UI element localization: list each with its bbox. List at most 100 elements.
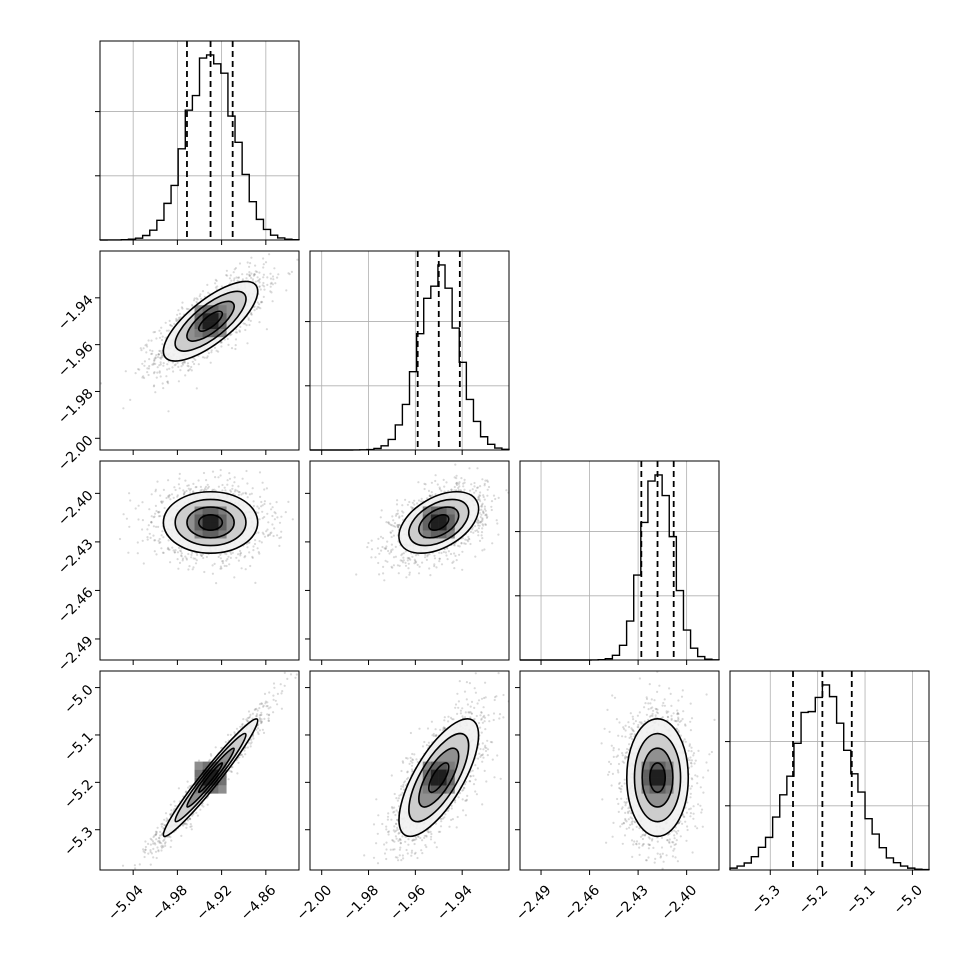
- scatter-point: [190, 365, 193, 369]
- scatter-point: [161, 530, 164, 533]
- scatter-point: [269, 272, 272, 275]
- scatter-point: [229, 551, 232, 554]
- scatter-point: [195, 485, 198, 489]
- scatter-point: [187, 308, 190, 311]
- scatter-point: [225, 564, 228, 568]
- scatter-point: [161, 343, 164, 346]
- scatter-point: [423, 487, 426, 491]
- scatter-point: [161, 500, 165, 503]
- scatter-point: [247, 318, 250, 321]
- scatter-point: [206, 283, 209, 286]
- scatter-point: [181, 363, 185, 366]
- scatter-point: [384, 547, 387, 551]
- scatter-point: [382, 572, 385, 575]
- scatter-point: [172, 370, 175, 373]
- scatter-point: [257, 511, 260, 514]
- scatter-point: [478, 494, 481, 497]
- scatter-point: [192, 490, 195, 493]
- scatter-point: [136, 552, 139, 555]
- scatter-point: [193, 357, 196, 360]
- density-block: [202, 305, 211, 314]
- panel-frame-2-1: [309, 460, 510, 661]
- scatter-point: [486, 479, 489, 482]
- scatter-point: [142, 562, 145, 565]
- scatter-point: [402, 556, 405, 559]
- scatter-point: [153, 359, 156, 362]
- hist-frame-3: [729, 670, 930, 871]
- scatter-point: [169, 323, 172, 327]
- scatter-point: [203, 489, 206, 492]
- scatter-point: [145, 343, 148, 346]
- scatter-point: [472, 531, 475, 534]
- scatter-point: [175, 320, 178, 323]
- scatter-point: [391, 548, 394, 551]
- scatter-point: [184, 479, 187, 482]
- scatter-point: [146, 345, 149, 348]
- scatter-point: [245, 492, 248, 495]
- scatter-point: [238, 262, 242, 265]
- scatter-point: [187, 552, 190, 556]
- scatter-point: [484, 523, 487, 526]
- scatter-point: [477, 519, 480, 523]
- scatter-point: [394, 525, 397, 528]
- scatter-point: [180, 554, 183, 557]
- scatter-point: [479, 494, 482, 497]
- scatter-point: [269, 277, 273, 280]
- scatter-point: [176, 318, 180, 322]
- scatter-point: [176, 495, 179, 498]
- scatter-point: [484, 479, 487, 482]
- scatter-point: [188, 489, 192, 492]
- scatter-point: [167, 495, 170, 498]
- scatter-point: [200, 297, 203, 300]
- scatter-point: [234, 267, 237, 270]
- scatter-point: [226, 337, 229, 341]
- scatter-point: [270, 531, 273, 534]
- scatter-point: [158, 356, 162, 359]
- scatter-point: [423, 482, 426, 485]
- scatter-point: [223, 552, 226, 555]
- scatter-point: [415, 560, 418, 564]
- scatter-point: [270, 291, 273, 294]
- scatter-point: [199, 489, 202, 492]
- scatter-point: [263, 515, 266, 519]
- density-block: [202, 329, 211, 338]
- scatter-point: [490, 508, 493, 512]
- scatter-point: [467, 535, 470, 539]
- scatter-point: [157, 511, 160, 514]
- scatter-point: [478, 539, 482, 543]
- scatter-point: [157, 515, 161, 518]
- scatter-point: [241, 273, 244, 276]
- scatter-point: [258, 540, 261, 543]
- scatter-point: [279, 536, 283, 539]
- scatter-point: [413, 562, 416, 565]
- scatter-point: [429, 574, 432, 577]
- scatter-point: [152, 363, 155, 366]
- scatter-point: [384, 559, 387, 562]
- scatter-point: [263, 288, 266, 291]
- scatter-point: [390, 535, 393, 539]
- scatter-point: [211, 572, 214, 575]
- scatter-point: [401, 504, 404, 507]
- scatter-point: [491, 542, 494, 545]
- scatter-point: [398, 515, 401, 518]
- hist-frame-1: [309, 250, 510, 451]
- scatter-point: [251, 278, 254, 281]
- scatter-point: [100, 382, 103, 385]
- scatter-point: [156, 356, 160, 359]
- scatter-point: [463, 478, 466, 481]
- scatter-point: [451, 561, 454, 565]
- scatter-point: [497, 496, 500, 499]
- scatter-point: [168, 548, 171, 551]
- density-block: [430, 522, 439, 531]
- scatter-point: [453, 552, 456, 555]
- scatter-point: [271, 514, 274, 518]
- scatter-point: [227, 343, 230, 346]
- scatter-point: [401, 561, 405, 564]
- scatter-point: [151, 349, 154, 353]
- histogram-panel-3: [725, 670, 930, 875]
- scatter-point: [274, 512, 277, 515]
- scatter-point: [249, 564, 252, 568]
- density-block: [218, 514, 227, 523]
- scatter-point: [400, 559, 404, 562]
- scatter-point: [474, 489, 478, 492]
